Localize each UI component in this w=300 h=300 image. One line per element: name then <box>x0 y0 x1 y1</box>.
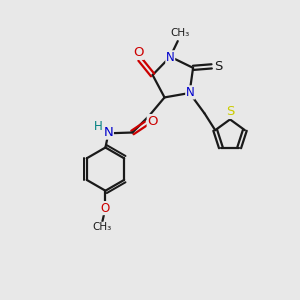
Text: N: N <box>103 126 113 139</box>
Text: O: O <box>147 115 158 128</box>
Text: CH₃: CH₃ <box>92 222 112 232</box>
Text: S: S <box>214 60 223 73</box>
Text: O: O <box>101 202 110 214</box>
Text: N: N <box>186 86 194 99</box>
Text: H: H <box>94 120 103 133</box>
Text: O: O <box>133 46 144 59</box>
Text: N: N <box>166 51 175 64</box>
Text: S: S <box>226 105 235 119</box>
Text: CH₃: CH₃ <box>170 28 190 38</box>
